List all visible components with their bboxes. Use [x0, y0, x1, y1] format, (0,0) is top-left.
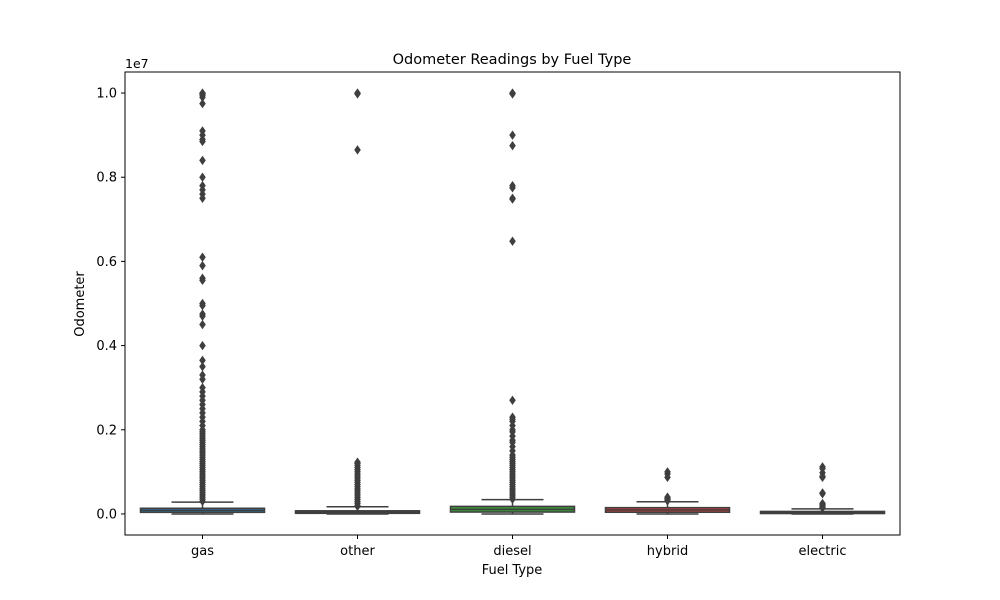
outlier-point [819, 472, 826, 483]
box-other [294, 88, 421, 515]
x-tick-label: hybrid [647, 544, 688, 559]
box-electric [759, 462, 886, 515]
outlier-point [354, 89, 361, 99]
outlier-point [199, 361, 206, 372]
outlier-point [199, 98, 206, 109]
x-tick-label: other [340, 544, 375, 559]
y-tick-label: 0.6 [96, 255, 117, 270]
outlier-point [199, 319, 206, 330]
outlier-point [509, 130, 516, 140]
y-tick-label: 0.4 [96, 339, 117, 354]
x-tick-label: diesel [493, 544, 531, 559]
chart-title: Odometer Readings by Fuel Type [393, 52, 632, 68]
outlier-point [199, 155, 206, 166]
y-tick-label: 0.0 [96, 507, 117, 522]
y-axis-scale-label: 1e7 [125, 56, 149, 71]
outlier-point [199, 260, 206, 271]
outlier-point [509, 89, 516, 99]
axes: 0.0 0.2 0.4 0.6 0.8 1.0 gas other diesel hybrid el… [96, 71, 901, 559]
y-tick-label: 0.8 [96, 171, 117, 186]
plot-area [139, 88, 886, 515]
outlier-point [509, 194, 516, 204]
outlier-point [664, 472, 671, 483]
outlier-point [819, 489, 826, 499]
outlier-point [509, 395, 516, 406]
box-hybrid [604, 467, 731, 515]
x-tick-label: gas [191, 544, 214, 559]
outlier-point [199, 496, 206, 507]
outlier-point [199, 340, 206, 351]
outlier-point [199, 136, 206, 147]
outlier-point [509, 183, 516, 193]
box-gas [139, 88, 266, 515]
outlier-point [819, 503, 826, 513]
y-axis-label: Odometer [73, 271, 88, 337]
x-axis-label: Fuel Type [482, 563, 543, 578]
outlier-point [199, 193, 206, 203]
outlier-point [509, 494, 516, 504]
x-tick-label: electric [799, 544, 847, 559]
y-tick-label: 0.2 [96, 423, 117, 438]
outlier-point [354, 501, 361, 512]
outlier-point [664, 496, 671, 506]
outlier-point [509, 236, 516, 246]
outlier-point [199, 172, 206, 182]
outlier-point [199, 252, 206, 262]
outlier-point [509, 140, 516, 151]
y-tick-label: 1.0 [96, 87, 117, 102]
outlier-point [199, 275, 206, 286]
outlier-point [354, 145, 361, 155]
box-diesel [449, 88, 576, 515]
